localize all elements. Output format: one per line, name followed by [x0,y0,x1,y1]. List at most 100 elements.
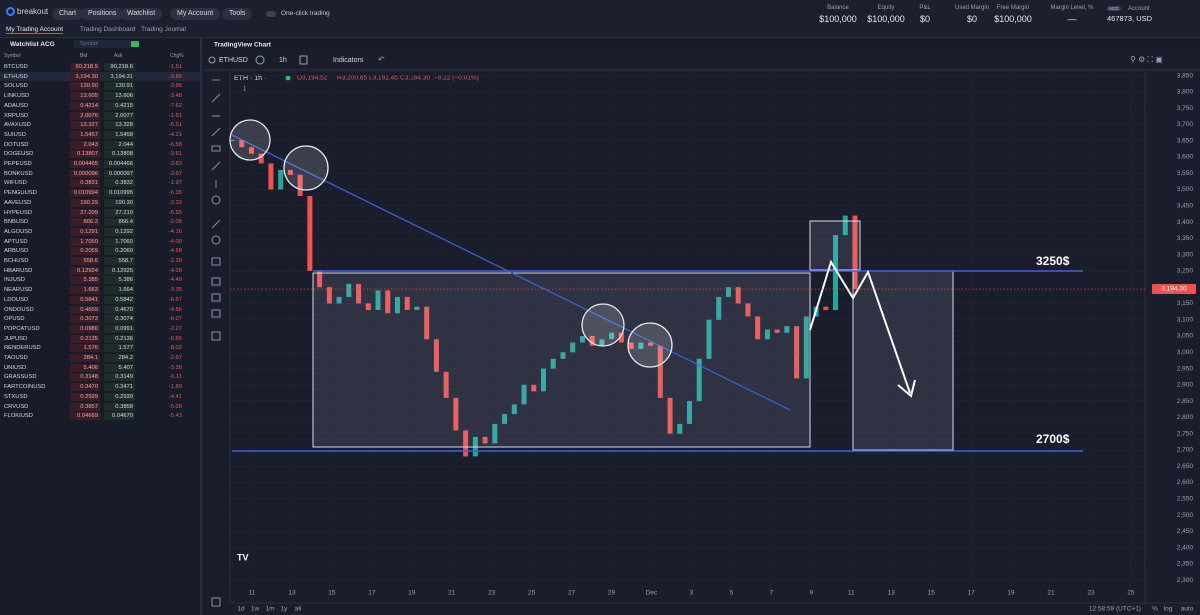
tool-icon[interactable] [211,145,221,152]
tool-icon[interactable] [211,195,221,205]
range-button[interactable]: all [295,606,302,613]
chart-type-icon[interactable] [299,55,308,65]
tool-icon[interactable] [211,597,221,607]
cell-bid: 90,218.5 [70,63,100,71]
scale-option[interactable]: log [1164,606,1173,613]
watchlist-row[interactable]: DOGEUSD 0.13807 0.13808 -3.61 [0,149,200,159]
watchlist-row[interactable]: LINKUSD 13.605 13.606 -3.48 [0,91,200,101]
watchlist-row[interactable]: WIFUSD 0.3831 0.3832 -1.97 [0,178,200,188]
cell-ask: 1.664 [104,286,135,295]
watchlist-row[interactable]: SUIUSD 1.5457 1.5458 -4.21 [0,130,200,140]
watchlist-row[interactable]: ADAUSD 0.4214 0.4215 -7.62 [0,101,200,111]
tool-icon[interactable] [211,277,221,286]
cell-ask: 190.30 [104,198,135,207]
watchlist-row[interactable]: SOLUSD 130.90 130.91 -3.86 [0,81,200,91]
nav-button[interactable]: Watchlist [120,8,163,20]
watchlist-row[interactable]: JUPUSD 0.2135 0.2136 -6.65 [0,334,200,344]
watchlist-row[interactable]: HBARUSD 0.12924 0.12925 -4.00 [0,266,200,276]
range-button[interactable]: 1y [281,606,289,613]
indicators-button[interactable]: Indicators [333,57,364,64]
watchlist-row[interactable]: BONKUSD 0.000096 0.000097 -3.67 [0,169,200,179]
tab[interactable]: My Trading Account [6,26,64,34]
tool-icon[interactable] [211,293,221,302]
search-icon[interactable] [208,56,216,64]
x-tick-label: 13 [288,590,296,597]
watchlist-row[interactable]: ARBUSD 0.2059 0.2060 -4.68 [0,246,200,256]
tool-icon[interactable] [211,93,221,103]
scale-option[interactable]: % [1152,606,1158,613]
x-tick-label: 3 [690,590,694,597]
range-button[interactable]: 1m [265,606,274,613]
candle-body [638,342,644,350]
watchlist-row[interactable]: LDOUSD 0.5841 0.5842 -6.67 [0,295,200,305]
legend-high: H3,200.65 [337,75,367,82]
watchlist-row[interactable]: BTCUSD 90,218.5 90,218.6 -1.51 [0,62,200,72]
account-id[interactable]: 467873, USD [1107,14,1153,23]
watchlist-row[interactable]: ALGOUSD 0.1291 0.1292 -4.16 [0,227,200,237]
tool-icon[interactable] [211,127,221,137]
tool-icon[interactable] [211,161,221,171]
watchlist-row[interactable]: HYPEUSD 27.209 27.210 -5.55 [0,208,200,218]
search-box[interactable]: Symbol [74,40,132,48]
tool-icon[interactable] [211,331,221,341]
column-header[interactable]: Bid [80,53,88,59]
watchlist-row[interactable]: ONDOUSD 0.4669 0.4670 -4.56 [0,305,200,315]
watchlist-row[interactable]: FLOKIUSD 0.04669 0.04670 -5.43 [0,411,200,421]
watchlist-row[interactable]: AVAXUSD 13.327 13.328 -5.51 [0,120,200,130]
candle-body [560,352,566,359]
watchlist-row[interactable]: POPCATUSD 0.0980 0.0991 -2.27 [0,324,200,334]
column-header[interactable]: Symbol [4,53,21,59]
watchlist-row[interactable]: APTUSD 1.7050 1.7060 -4.00 [0,237,200,247]
column-header[interactable]: Ask [114,53,123,59]
cell-bid: 0.3470 [70,383,100,392]
watchlist-row[interactable]: BCHUSD 558.6 558.7 -2.39 [0,256,200,266]
tool-icon[interactable] [211,257,221,266]
column-header[interactable]: Chg% [170,53,184,59]
undo-icon[interactable]: ↶ [378,55,385,64]
tool-icon[interactable] [211,219,221,229]
range-button[interactable]: 1d [237,606,245,613]
tool-icon[interactable] [211,235,221,245]
y-tick-label: 3,800 [1177,89,1194,96]
menu-button[interactable]: Tools [222,8,253,20]
watchlist-row[interactable]: NEARUSD 1.663 1.664 -3.35 [0,285,200,295]
y-tick-label: 3,100 [1177,316,1194,323]
nav-button[interactable]: Positions [81,8,124,20]
nav-button[interactable]: Chart [52,8,84,20]
watchlist-row[interactable]: UNIUSD 5.406 5.407 -3.38 [0,363,200,373]
watchlist-row[interactable]: INJUSD 5.385 5.386 -4.49 [0,275,200,285]
tool-icon[interactable] [211,309,221,318]
toggle[interactable] [266,11,276,17]
watchlist-row[interactable]: PENGUUSD 0.010994 0.010995 -6.35 [0,188,200,198]
cell-bid: 2.043 [70,140,100,149]
watchlist-title[interactable]: Watchlist ACG [10,41,55,48]
symbol[interactable]: ETHUSD [219,57,248,64]
watchlist-row[interactable]: RENDERUSD 1.576 1.577 -8.02 [0,343,200,353]
watchlist-row[interactable]: AAVEUSD 190.29 190.30 -3.32 [0,198,200,208]
tab[interactable]: Trading Journal [141,26,186,33]
scale-option[interactable]: auto [1181,606,1194,613]
watchlist-row[interactable]: XRPUSD 2.0076 2.0077 -1.61 [0,111,200,121]
menu-button[interactable]: My Account [170,8,221,20]
cell-chg: -8.02 [168,345,182,352]
watchlist-row[interactable]: STXUSD 0.2929 0.2930 -4.41 [0,392,200,402]
watchlist-row[interactable]: ETHUSD 3,194.30 3,194.31 -3.86 [0,71,200,82]
watchlist-row[interactable]: OPUSD 0.3073 0.3074 -6.07 [0,314,200,324]
watchlist-row[interactable]: CRVUSD 0.3857 0.3858 -5.00 [0,402,200,412]
watchlist-row[interactable]: DOTUSD 2.043 2.044 -6.58 [0,140,200,150]
cell-bid: 0.004465 [70,160,100,168]
cell-ask: 0.13808 [104,150,135,159]
watchlist-row[interactable]: PEPEUSD 0.004465 0.004466 -3.83 [0,159,200,169]
tab[interactable]: Trading Dashboard [80,26,136,33]
watchlist-row[interactable]: BNBUSD 866.3 866.4 -2.08 [0,217,200,227]
watchlist-row[interactable]: GRASSUSD 0.3148 0.3149 -6.11 [0,372,200,382]
range-button[interactable]: 1w [251,606,260,613]
add-button[interactable] [255,55,265,65]
watchlist-row[interactable]: TAOUSD 284.1 284.2 -2.67 [0,353,200,363]
watchlist-row[interactable]: FARTCOINUSD 0.3470 0.3471 -1.89 [0,382,200,392]
toolbar-icons[interactable]: ⚲ ⚙ ⛶ ▣ [1130,55,1163,64]
cell-bid: 0.12924 [70,266,100,275]
interval[interactable]: 1h [279,57,287,64]
x-tick-label: 19 [408,590,416,597]
cell-sym: INJUSD [4,277,25,284]
